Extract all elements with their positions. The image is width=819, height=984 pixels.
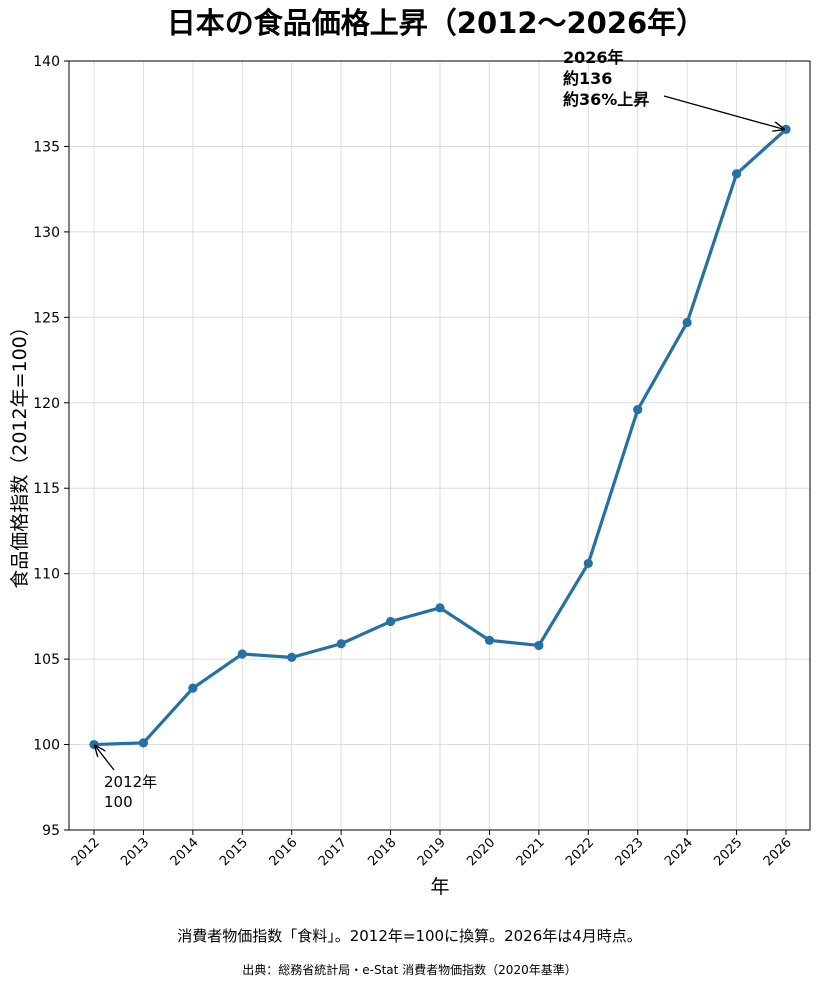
annotation-end-line: 約136 [563, 69, 612, 88]
y-axis-label: 食品価格指数（2012年=100） [9, 317, 31, 589]
x-axis-label: 年 [430, 876, 449, 898]
x-tick-label: 2013 [118, 835, 152, 869]
plot-frame [68, 60, 811, 831]
annotation-end-line: 約36%上昇 [563, 90, 649, 109]
data-point [633, 405, 643, 415]
x-tick-label: 2017 [316, 835, 350, 869]
data-point [188, 683, 198, 693]
annotation-arrow-end [663, 95, 784, 129]
x-tick-label: 2022 [563, 835, 597, 869]
annotation-end-line: 2026年 [563, 48, 624, 67]
data-point [534, 640, 544, 651]
data-point [583, 558, 593, 569]
data-point [287, 652, 297, 663]
x-tick-label: 2020 [464, 835, 498, 869]
annotations: 2012年 100 2026年約136 約36%上昇 [95, 48, 784, 811]
data-point [435, 603, 445, 613]
y-tick-label: 110 [33, 567, 60, 583]
grid [69, 60, 810, 831]
y-tick-label: 135 [33, 139, 60, 155]
annotation-end-label: 2026年約136 約36%上昇 [563, 48, 649, 109]
y-tick-label: 120 [33, 396, 60, 412]
chart-source: 出典：総務省統計局・e-Stat 消費者物価指数（2020年基準） [242, 963, 577, 977]
x-tick-label: 2021 [514, 835, 548, 869]
data-point [336, 639, 346, 649]
y-tick-label: 140 [33, 54, 60, 70]
data-point [385, 616, 396, 627]
x-tick-label: 2023 [613, 835, 647, 869]
x-tick-label: 2014 [168, 835, 202, 869]
y-tick-label: 115 [33, 481, 60, 497]
x-tick-label: 2012 [69, 835, 103, 869]
x-tick-label: 2018 [365, 835, 399, 869]
x-tick-label: 2016 [267, 835, 301, 869]
x-tick-label: 2026 [761, 835, 795, 869]
x-tick-label: 2025 [711, 835, 745, 869]
y-tick-label: 130 [33, 225, 60, 241]
annotation-start-line: 2012年 [104, 773, 157, 791]
x-tick-label: 2019 [415, 835, 449, 869]
x-tick-label: 2024 [662, 835, 696, 869]
data-point [731, 169, 742, 179]
data-point [237, 649, 247, 659]
data-point [682, 317, 692, 328]
y-tick-label: 95 [42, 823, 60, 839]
axes: 95 100 105 110 115 120 125 130 135 140 2012 2013 201… [33, 54, 795, 869]
annotation-start-line: 100 [104, 793, 133, 811]
y-tick-label: 125 [33, 310, 60, 326]
data-point [484, 635, 495, 645]
x-tick-label: 2015 [217, 835, 251, 869]
annotation-arrow-start [95, 746, 115, 771]
y-tick-label: 105 [33, 652, 60, 668]
chart-title: 日本の食品価格上昇（2012〜2026年） [167, 6, 705, 40]
data-point [138, 738, 149, 748]
annotation-start-label: 2012年 100 [104, 773, 157, 811]
chart-note: 消費者物価指数「食料」。2012年=100に換算。2026年は4月時点。 [177, 927, 642, 945]
y-tick-label: 100 [33, 738, 60, 754]
